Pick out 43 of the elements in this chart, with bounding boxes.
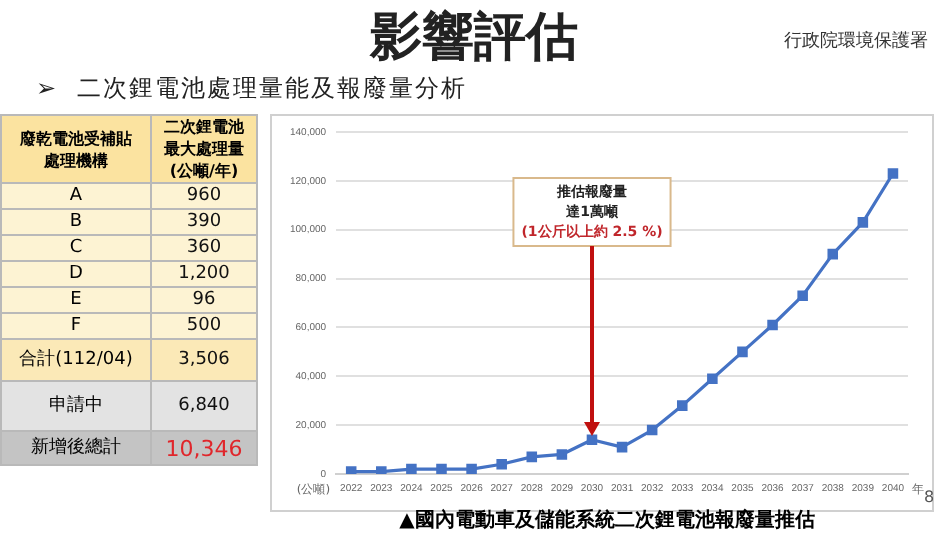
point xyxy=(406,463,417,474)
point xyxy=(797,290,808,301)
text: 3,506 xyxy=(178,349,230,369)
text: ▲國內電動車及儲能系統二次鋰電池報廢量推估 xyxy=(397,506,817,534)
point xyxy=(466,463,477,474)
point xyxy=(707,373,718,385)
text: 二次鋰電池最大處理量(公噸/年) xyxy=(151,115,257,183)
text: 8 xyxy=(924,488,935,506)
category-label: 新增後總計 xyxy=(1,431,151,465)
text: 960 xyxy=(186,185,222,205)
point xyxy=(887,168,899,179)
text: 10,346 xyxy=(165,435,243,461)
text: 行政院環境保護署 xyxy=(784,29,928,54)
text: 390 xyxy=(186,211,222,231)
point xyxy=(767,319,778,331)
category-label: E xyxy=(1,287,151,313)
point xyxy=(376,466,387,474)
point xyxy=(646,424,658,436)
text: 96 xyxy=(192,289,216,309)
category-label: C xyxy=(1,235,151,261)
category-label: F xyxy=(1,313,151,339)
point xyxy=(496,458,507,470)
point xyxy=(827,248,839,260)
point xyxy=(737,346,748,358)
category-label: D xyxy=(1,261,151,287)
text: ➢ 二次鋰電池處理量能及報廢量分析 xyxy=(36,72,468,106)
point xyxy=(857,217,869,228)
category-label: 合計(112/04) xyxy=(1,339,151,381)
text: 360 xyxy=(186,237,222,257)
point xyxy=(586,434,598,446)
text: 1,200 xyxy=(178,263,230,283)
category-label: 申請中 xyxy=(1,381,151,431)
category-label: A xyxy=(1,183,151,209)
category-label: B xyxy=(1,209,151,235)
point xyxy=(676,400,688,411)
chart-title: 影響評估 xyxy=(370,8,578,68)
text: 廢乾電池受補貼處理機構 xyxy=(1,115,151,183)
text: 6,840 xyxy=(178,395,230,415)
point xyxy=(436,463,447,474)
point xyxy=(526,451,538,463)
point xyxy=(616,441,628,453)
point xyxy=(556,449,568,460)
text: 500 xyxy=(186,315,222,335)
